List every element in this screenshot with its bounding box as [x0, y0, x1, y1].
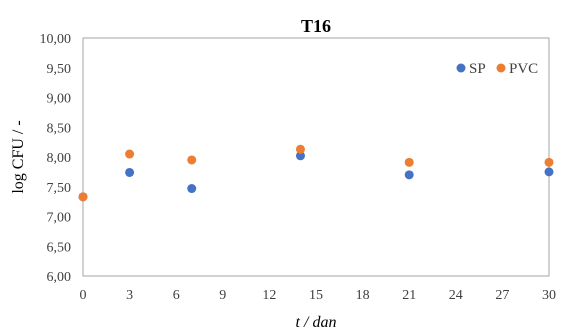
legend-marker-pvc [496, 63, 506, 73]
x-tick-label: 3 [126, 288, 133, 303]
y-tick-label: 7,00 [47, 211, 72, 226]
y-tick-label: 9,00 [47, 92, 72, 107]
y-tick-label: 6,00 [47, 270, 72, 285]
x-tick-label: 6 [173, 288, 180, 303]
data-point-pvc [544, 157, 554, 167]
y-tick-label: 8,50 [47, 121, 72, 136]
legend-label-pvc: PVC [509, 61, 538, 77]
x-tick-label: 18 [356, 288, 370, 303]
y-axis-ticks: 6,00 6,50 7,00 7,50 8,00 8,50 9,00 9,50 10,00 [40, 32, 72, 285]
data-point-sp [295, 151, 305, 161]
y-tick-label: 10,00 [40, 32, 72, 47]
y-tick-label: 6,50 [47, 240, 72, 255]
x-axis-label: t / dan [296, 314, 337, 331]
x-tick-label: 12 [262, 288, 276, 303]
x-tick-label: 9 [219, 288, 226, 303]
chart-title: T16 [301, 16, 331, 36]
data-point-sp [544, 167, 554, 177]
y-axis-label: log CFU / - [10, 120, 27, 193]
y-tick-label: 8,00 [47, 151, 72, 166]
data-point-sp [187, 184, 197, 194]
data-point-pvc [125, 149, 135, 159]
x-tick-label: 30 [542, 288, 556, 303]
legend: SP PVC [456, 61, 538, 77]
x-tick-label: 0 [80, 288, 87, 303]
x-tick-label: 27 [495, 288, 509, 303]
data-point-pvc [295, 144, 305, 154]
legend-marker-sp [456, 63, 466, 73]
data-point-sp [404, 170, 414, 180]
plot-area [82, 37, 550, 277]
data-point-pvc [187, 155, 197, 165]
x-tick-label: 21 [402, 288, 416, 303]
legend-label-sp: SP [469, 61, 486, 77]
x-tick-label: 24 [449, 288, 463, 303]
y-tick-label: 7,50 [47, 181, 72, 196]
data-point-pvc [404, 157, 414, 167]
x-axis-ticks: 0 3 6 9 12 15 18 21 24 27 30 [80, 288, 557, 303]
data-point-pvc [78, 192, 88, 202]
y-tick-label: 9,50 [47, 62, 72, 77]
x-tick-label: 15 [309, 288, 323, 303]
data-point-sp [125, 167, 135, 177]
data-points [78, 144, 554, 202]
